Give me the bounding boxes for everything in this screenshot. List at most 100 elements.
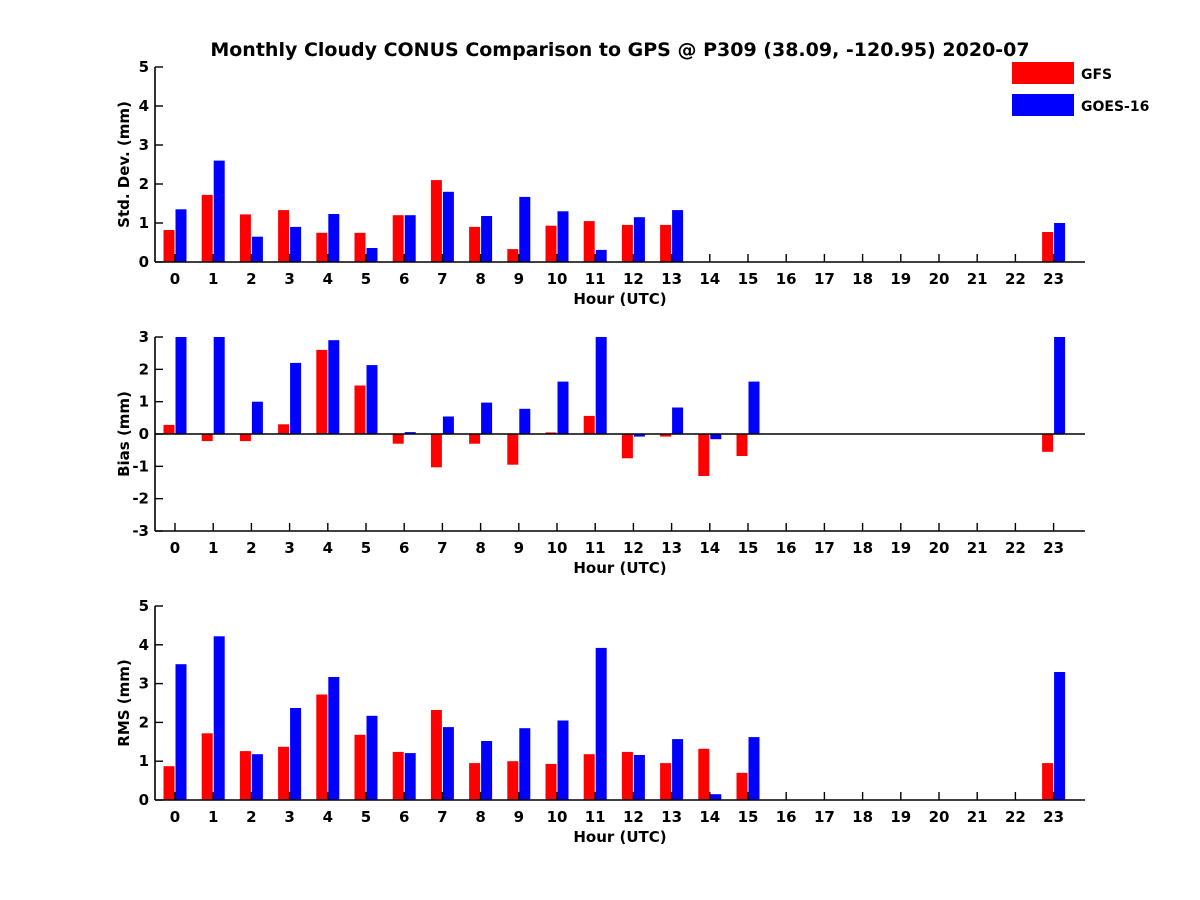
rms-x-tick-label: 15	[738, 808, 759, 826]
std-bar-gfs-h6	[392, 215, 404, 262]
rms-bar-gfs-h12	[621, 751, 633, 800]
std-x-tick-label: 4	[323, 270, 333, 288]
bias-bar-gfs-h23	[1042, 434, 1054, 452]
std-x-axis-label: Hour (UTC)	[573, 290, 666, 308]
std-bar-goes16-h7	[442, 191, 454, 262]
bias-x-tick-label: 5	[361, 539, 371, 557]
rms-x-tick-label: 6	[399, 808, 409, 826]
rms-x-tick-label: 23	[1043, 808, 1064, 826]
bias-bar-goes16-h11	[595, 337, 607, 434]
std-x-tick-label: 17	[814, 270, 835, 288]
legend-swatch-goes16	[1012, 94, 1074, 116]
bias-x-tick-label: 18	[852, 539, 873, 557]
bias-x-tick-label: 20	[929, 539, 950, 557]
std-bar-gfs-h3	[278, 210, 290, 262]
bias-bar-gfs-h3	[278, 424, 290, 434]
legend: GFS GOES-16	[1012, 62, 1149, 116]
rms-bar-gfs-h1	[201, 733, 213, 800]
bias-x-tick-label: 8	[475, 539, 485, 557]
rms-x-tick-label: 12	[623, 808, 644, 826]
rms-bar-gfs-h3	[278, 746, 290, 800]
std-x-tick-label: 23	[1043, 270, 1064, 288]
std-bar-goes16-h4	[328, 214, 340, 262]
std-x-tick-label: 5	[361, 270, 371, 288]
legend-label-gfs: GFS	[1081, 67, 1112, 83]
rms-bar-goes16-h5	[366, 715, 378, 800]
std-bar-goes16-h9	[519, 196, 531, 262]
rms-x-tick-label: 4	[323, 808, 333, 826]
std-x-tick-label: 6	[399, 270, 409, 288]
rms-bar-gfs-h7	[430, 710, 442, 800]
std-bar-goes16-h8	[481, 216, 493, 262]
std-bar-gfs-h1	[201, 194, 213, 262]
std-bar-goes16-h1	[213, 160, 225, 262]
rms-bar-gfs-h10	[545, 763, 557, 800]
bias-bar-gfs-h8	[469, 434, 481, 444]
std-x-tick-label: 2	[246, 270, 256, 288]
rms-bar-goes16-h10	[557, 720, 569, 800]
bias-bar-goes16-h15	[748, 381, 760, 434]
std-bar-goes16-h6	[404, 215, 416, 262]
bias-x-tick-label: 11	[585, 539, 606, 557]
bias-x-tick-label: 15	[738, 539, 759, 557]
bias-bar-goes16-h6	[404, 432, 416, 434]
rms-y-tick-label: 3	[139, 675, 149, 693]
rms-y-tick-label: 2	[139, 713, 149, 731]
rms-x-axis-label: Hour (UTC)	[573, 828, 666, 846]
bias-bar-goes16-h9	[519, 408, 531, 434]
std-x-tick-label: 12	[623, 270, 644, 288]
bias-y-axis-label: Bias (mm)	[115, 391, 133, 477]
std-x-tick-label: 3	[284, 270, 294, 288]
rms-bar-goes16-h9	[519, 728, 531, 800]
bias-x-tick-label: 14	[699, 539, 720, 557]
rms-bar-goes16-h11	[595, 647, 607, 800]
rms-x-tick-label: 10	[547, 808, 568, 826]
rms-y-axis-label: RMS (mm)	[115, 659, 133, 746]
std-x-tick-label: 16	[776, 270, 797, 288]
std-bar-goes16-h2	[251, 236, 263, 262]
rms-x-tick-label: 1	[208, 808, 218, 826]
rms-x-tick-label: 8	[475, 808, 485, 826]
rms-y-tick-label: 5	[139, 597, 149, 615]
std-bar-goes16-h23	[1054, 223, 1066, 262]
bias-bar-gfs-h7	[430, 434, 442, 468]
bias-bar-goes16-h12	[633, 434, 645, 437]
rms-bar-gfs-h15	[736, 772, 748, 800]
bias-y-tick-label: 0	[139, 425, 149, 443]
bias-bar-goes16-h7	[442, 416, 454, 434]
std-bar-gfs-h8	[469, 226, 481, 262]
bias-x-tick-label: 9	[514, 539, 524, 557]
bias-bar-goes16-h23	[1054, 337, 1066, 434]
std-bar-gfs-h2	[239, 214, 251, 262]
rms-x-tick-label: 7	[437, 808, 447, 826]
std-bar-gfs-h10	[545, 225, 557, 262]
bias-bar-gfs-h15	[736, 434, 748, 456]
bias-x-tick-label: 17	[814, 539, 835, 557]
bias-x-tick-label: 23	[1043, 539, 1064, 557]
bias-x-tick-label: 13	[661, 539, 682, 557]
std-x-tick-label: 7	[437, 270, 447, 288]
std-y-tick-label: 2	[139, 175, 149, 193]
std-x-tick-label: 11	[585, 270, 606, 288]
rms-x-tick-label: 18	[852, 808, 873, 826]
bias-bar-goes16-h14	[710, 434, 722, 440]
std-x-tick-label: 0	[170, 270, 180, 288]
bias-x-tick-label: 16	[776, 539, 797, 557]
rms-x-tick-label: 21	[967, 808, 988, 826]
rms-x-tick-label: 0	[170, 808, 180, 826]
bias-x-tick-label: 22	[1005, 539, 1026, 557]
rms-bar-goes16-h13	[672, 739, 684, 800]
std-x-tick-label: 22	[1005, 270, 1026, 288]
rms-bar-gfs-h14	[698, 748, 710, 800]
rms-x-tick-label: 17	[814, 808, 835, 826]
bias-y-tick-label: 1	[139, 393, 149, 411]
bias-x-tick-label: 10	[547, 539, 568, 557]
std-x-tick-label: 9	[514, 270, 524, 288]
std-bar-gfs-h0	[163, 230, 175, 262]
bias-bar-goes16-h13	[672, 407, 684, 434]
bias-bar-goes16-h8	[481, 402, 493, 434]
legend-swatch-gfs	[1012, 62, 1074, 84]
std-bar-goes16-h12	[633, 217, 645, 262]
